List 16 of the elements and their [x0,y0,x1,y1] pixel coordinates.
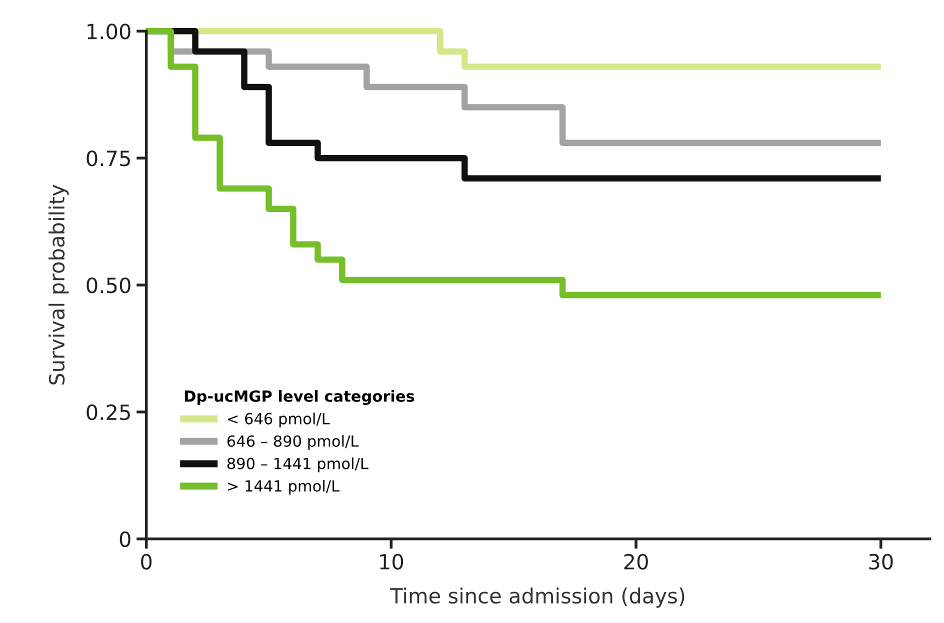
x-tick-label: 30 [869,554,893,570]
y-tick-label: 0.50 [86,277,130,294]
legend-label: 890 – 1441 pmol/L [227,457,368,472]
y-tick-label: 0.75 [86,150,130,166]
y-tick-label: 0 [120,531,130,548]
y-axis-title: Survival probability [48,184,69,385]
legend-label: 646 – 890 pmol/L [227,435,359,450]
y-tick-label: 0.25 [86,404,130,420]
x-axis-title: Time since admission (days) [390,588,684,608]
legend-label: > 1441 pmol/L [228,480,340,495]
x-tick-label: 10 [380,554,404,570]
x-tick-label: 0 [141,554,152,570]
legend-label: < 646 pmol/L [228,412,330,428]
y-tick-label: 1.00 [88,24,130,40]
legend-title: Dp-ucMGP level categories [184,390,414,405]
x-tick-label: 20 [624,554,648,570]
